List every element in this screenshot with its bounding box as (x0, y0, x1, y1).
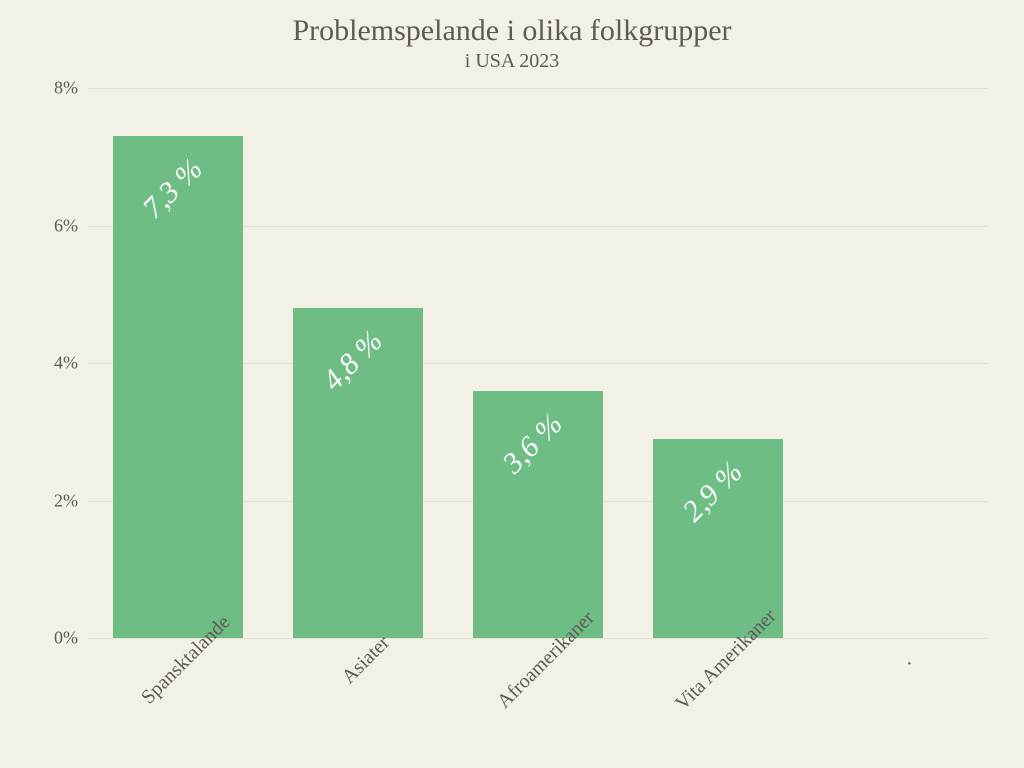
y-tick-label: 8% (54, 78, 88, 99)
x-tick-label: . (896, 650, 916, 670)
gridline (88, 88, 988, 89)
y-tick-label: 2% (54, 490, 88, 511)
y-tick-label: 4% (54, 353, 88, 374)
bar: 4,8 % (293, 308, 423, 638)
bar-value-label: 4,8 % (316, 324, 390, 398)
y-tick-label: 6% (54, 215, 88, 236)
bar-value-label: 7,3 % (136, 152, 210, 226)
x-tick-label: Asiater (338, 632, 395, 689)
y-tick-label: 0% (54, 628, 88, 649)
chart-subtitle: i USA 2023 (0, 48, 1024, 73)
chart-container: Problemspelande i olika folkgrupper i US… (0, 0, 1024, 768)
bar: 7,3 % (113, 136, 243, 638)
chart-title: Problemspelande i olika folkgrupper (0, 0, 1024, 48)
bar-value-label: 2,9 % (676, 455, 750, 529)
bar-value-label: 3,6 % (496, 407, 570, 481)
plot-area: 0%2%4%6%8%7,3 %Spansktalande4,8 %Asiater… (88, 88, 988, 638)
bar: 3,6 % (473, 391, 603, 639)
